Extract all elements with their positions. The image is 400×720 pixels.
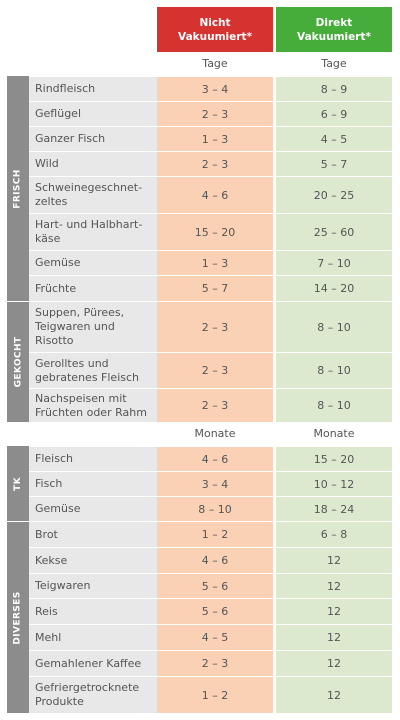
- section-label-diverses: DIVERSES: [7, 522, 29, 713]
- vacuumed-value: 12: [276, 547, 392, 573]
- unit-label: Tage: [202, 57, 228, 70]
- vacuumed-value: 12: [276, 573, 392, 598]
- vacuumed-value: 14 – 20: [276, 275, 392, 301]
- food-name: Geflügel: [29, 101, 157, 126]
- vacuumed-value: 5 – 7: [276, 151, 392, 176]
- unit-row-days: Tage Tage: [0, 52, 400, 76]
- food-name: Reis: [29, 598, 157, 624]
- food-name: Suppen, Pürees, Teigwaren und Risotto: [29, 301, 157, 352]
- table-row: Schweinegeschnet- zeltes 4 – 6 20 – 25: [29, 176, 394, 213]
- table-row: Teigwaren 5 – 6 12: [29, 573, 394, 598]
- food-name: Ganzer Fisch: [29, 126, 157, 151]
- vacuumed-value: 18 – 24: [276, 496, 392, 521]
- vacuumed-value: 8 – 10: [276, 388, 392, 422]
- table-row: Gemüse 1 – 3 7 – 10: [29, 250, 394, 275]
- food-name: Fisch: [29, 471, 157, 496]
- food-name: Nachspeisen mit Früchten oder Rahm: [29, 388, 157, 422]
- vacuumed-value: 12: [276, 650, 392, 676]
- table-row: Hart- und Halbhart- käse 15 – 20 25 – 60: [29, 213, 394, 250]
- food-name: Mehl: [29, 624, 157, 650]
- vacuumed-value: 25 – 60: [276, 213, 392, 250]
- vacuumed-value: 20 – 25: [276, 176, 392, 213]
- food-name: Früchte: [29, 275, 157, 301]
- not-vacuumed-value: 2 – 3: [157, 650, 273, 676]
- table-row: Mehl 4 – 5 12: [29, 624, 394, 650]
- not-vacuumed-value: 2 – 3: [157, 151, 273, 176]
- table-row: Suppen, Pürees, Teigwaren und Risotto 2 …: [29, 301, 394, 352]
- table-row: Früchte 5 – 7 14 – 20: [29, 275, 394, 301]
- not-vacuumed-value: 4 – 6: [157, 547, 273, 573]
- unit-label: Monate: [313, 427, 355, 440]
- not-vacuumed-value: 5 – 7: [157, 275, 273, 301]
- not-vacuumed-value: 3 – 4: [157, 471, 273, 496]
- header-vacuumed: Direkt Vakuumiert*: [276, 7, 392, 52]
- section-label-gekocht: GEKOCHT: [7, 302, 29, 422]
- vacuumed-value: 15 – 20: [276, 446, 392, 471]
- not-vacuumed-value: 1 – 3: [157, 126, 273, 151]
- not-vacuumed-value: 1 – 3: [157, 250, 273, 275]
- table-row: Rindfleisch 3 – 4 8 – 9: [29, 76, 394, 101]
- not-vacuumed-value: 5 – 6: [157, 573, 273, 598]
- food-name: Gemahlener Kaffee: [29, 650, 157, 676]
- food-name: Wild: [29, 151, 157, 176]
- table-row: Geflügel 2 – 3 6 – 9: [29, 101, 394, 126]
- food-name: Teigwaren: [29, 573, 157, 598]
- not-vacuumed-value: 1 – 2: [157, 676, 273, 713]
- not-vacuumed-value: 4 – 6: [157, 446, 273, 471]
- food-name: Fleisch: [29, 446, 157, 471]
- vacuumed-value: 7 – 10: [276, 250, 392, 275]
- table-row: Reis 5 – 6 12: [29, 598, 394, 624]
- not-vacuumed-value: 2 – 3: [157, 352, 273, 388]
- unit-row-months: Monate Monate: [0, 422, 400, 446]
- food-name: Brot: [29, 521, 157, 547]
- unit-label: Monate: [194, 427, 236, 440]
- table-row: Kekse 4 – 6 12: [29, 547, 394, 573]
- table-row: Gemüse 8 – 10 18 – 24: [29, 496, 394, 521]
- food-name: Rindfleisch: [29, 76, 157, 101]
- not-vacuumed-value: 5 – 6: [157, 598, 273, 624]
- not-vacuumed-value: 1 – 2: [157, 521, 273, 547]
- vacuumed-value: 8 – 9: [276, 76, 392, 101]
- vacuumed-value: 6 – 9: [276, 101, 392, 126]
- vacuumed-value: 12: [276, 676, 392, 713]
- food-name: Gefriergetrocknete Produkte: [29, 676, 157, 713]
- vacuumed-value: 8 – 10: [276, 301, 392, 352]
- not-vacuumed-value: 2 – 3: [157, 101, 273, 126]
- vacuumed-value: 12: [276, 598, 392, 624]
- not-vacuumed-value: 15 – 20: [157, 213, 273, 250]
- vacuumed-value: 6 – 8: [276, 521, 392, 547]
- vacuumed-value: 4 – 5: [276, 126, 392, 151]
- table-row: Fleisch 4 – 6 15 – 20: [29, 446, 394, 471]
- food-name: Schweinegeschnet- zeltes: [29, 176, 157, 213]
- food-name: Kekse: [29, 547, 157, 573]
- not-vacuumed-value: 4 – 5: [157, 624, 273, 650]
- unit-label: Tage: [321, 57, 347, 70]
- table-row: Gerolltes und gebratenes Fleisch 2 – 3 8…: [29, 352, 394, 388]
- table-row: Wild 2 – 3 5 – 7: [29, 151, 394, 176]
- food-name: Hart- und Halbhart- käse: [29, 213, 157, 250]
- table-row: Nachspeisen mit Früchten oder Rahm 2 – 3…: [29, 388, 394, 422]
- vacuumed-value: 12: [276, 624, 392, 650]
- table-row: Ganzer Fisch 1 – 3 4 – 5: [29, 126, 394, 151]
- table-row: Brot 1 – 2 6 – 8: [29, 521, 394, 547]
- header-not-vacuumed: Nicht Vakuumiert*: [157, 7, 273, 52]
- section-label-tk: TK: [7, 446, 29, 521]
- table-row: Gemahlener Kaffee 2 – 3 12: [29, 650, 394, 676]
- not-vacuumed-value: 3 – 4: [157, 76, 273, 101]
- not-vacuumed-value: 4 – 6: [157, 176, 273, 213]
- food-name: Gemüse: [29, 496, 157, 521]
- vacuumed-value: 10 – 12: [276, 471, 392, 496]
- vacuumed-value: 8 – 10: [276, 352, 392, 388]
- table-row: Gefriergetrocknete Produkte 1 – 2 12: [29, 676, 394, 713]
- section-label-frisch: FRISCH: [7, 76, 29, 301]
- food-name: Gemüse: [29, 250, 157, 275]
- table-row: Fisch 3 – 4 10 – 12: [29, 471, 394, 496]
- not-vacuumed-value: 8 – 10: [157, 496, 273, 521]
- not-vacuumed-value: 2 – 3: [157, 388, 273, 422]
- food-name: Gerolltes und gebratenes Fleisch: [29, 352, 157, 388]
- not-vacuumed-value: 2 – 3: [157, 301, 273, 352]
